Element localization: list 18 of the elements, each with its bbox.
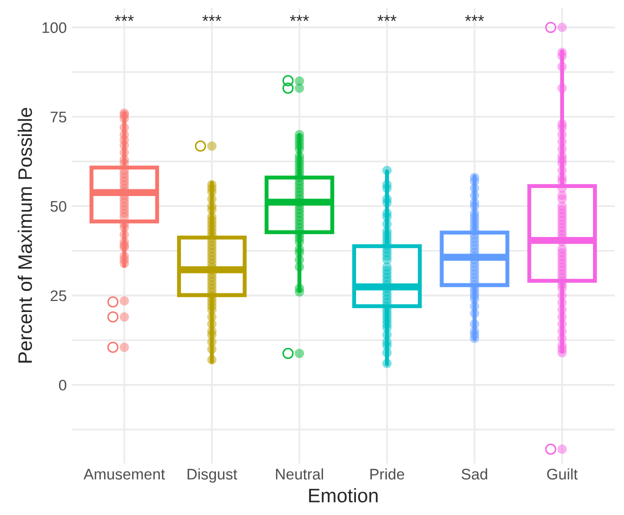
x-tick-label: Pride xyxy=(370,468,404,480)
x-tick-label: Amusement xyxy=(84,468,165,480)
y-tick-label: 100 xyxy=(42,22,66,34)
x-tick-label: Guilt xyxy=(547,468,578,480)
annotation: *** xyxy=(378,15,396,22)
y-tick-label: 0 xyxy=(59,380,66,391)
x-tick-label: Sad xyxy=(462,468,488,480)
y-tick-label: 75 xyxy=(50,112,66,122)
annotation: *** xyxy=(202,15,222,22)
y-tick-label: 50 xyxy=(50,200,66,212)
y-tick-label: 25 xyxy=(50,290,66,302)
x-tick-label: Neutral xyxy=(276,468,324,480)
y-axis-title: Percent of Maximum Possible xyxy=(18,108,32,363)
x-tick-label: Disgust xyxy=(188,468,238,483)
annotation: *** xyxy=(114,15,134,22)
annotation: *** xyxy=(465,15,484,22)
annotation: *** xyxy=(290,15,309,22)
x-axis-title: Emotion xyxy=(309,488,378,502)
